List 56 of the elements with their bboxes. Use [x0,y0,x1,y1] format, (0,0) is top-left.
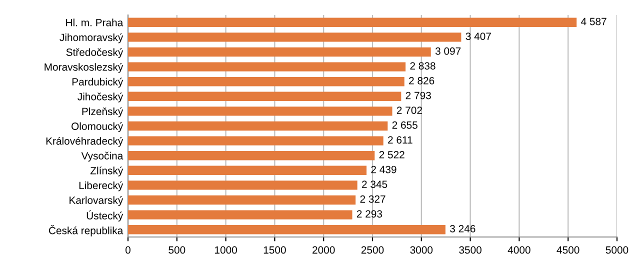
x-tick-label: 3000 [410,246,433,254]
data-label: 2 702 [396,106,422,114]
bar [128,210,352,220]
data-label: 2 522 [379,151,404,158]
data-label: 2 655 [392,121,418,129]
y-tick-label: Zlínský [90,166,124,176]
bar [128,32,462,42]
y-tick-label: Moravskoslezský [44,62,124,73]
data-label: 2 611 [388,136,412,144]
data-label: 2 826 [409,77,434,84]
bar [128,136,384,146]
bar [128,62,406,72]
bar [128,92,402,101]
y-tick-label: Plzeňský [82,107,124,118]
bar [128,121,388,131]
x-tick-label: 0 [126,246,130,254]
x-tick-label: 4500 [556,246,580,254]
x-tick-label: 4000 [508,246,530,254]
bar [128,18,577,27]
data-label: 2 327 [360,195,386,203]
x-tick-label: 1000 [215,246,237,254]
data-label: 3 097 [435,47,461,55]
x-tick-label: 2000 [312,246,335,254]
x-tick-label: 2500 [361,246,384,254]
y-tick-label: Karlovarský [70,196,124,206]
bar [128,47,431,57]
x-tick-label: 5000 [606,246,628,254]
data-label: 2 345 [362,180,388,188]
data-label: 2 293 [356,210,382,218]
data-label: 3 246 [450,225,476,232]
y-tick-label: Jihočeský [78,92,124,102]
bar [128,77,404,86]
bar [128,106,392,116]
y-tick-label: Liberecký [79,181,124,192]
y-tick-label: Ústecký [86,210,124,222]
bar [128,225,446,234]
y-tick-label: Jihomoravský [60,33,124,44]
bar [128,195,356,205]
y-tick-label: Vysočina [81,152,124,162]
y-tick-label: Česká republika [48,225,124,236]
y-tick-label: Pardubický [72,78,124,88]
data-label: 3 407 [466,32,491,40]
y-tick-label: Olomoucký [72,122,124,132]
x-tick-label: 1500 [264,246,286,254]
x-tick-label: 3500 [459,246,482,254]
x-tick-label: 500 [168,246,186,254]
bar [128,166,367,175]
y-tick-label: Královéhradecký [46,136,124,147]
data-label: 4 587 [581,18,606,26]
bar [128,151,375,160]
bar [128,180,358,190]
y-tick-label: Středočeský [66,48,124,58]
y-tick-label: Hl. m. Praha [66,18,124,26]
data-label: 2 439 [371,166,396,174]
data-label: 2 793 [406,92,431,100]
data-label: 2 838 [410,62,436,70]
